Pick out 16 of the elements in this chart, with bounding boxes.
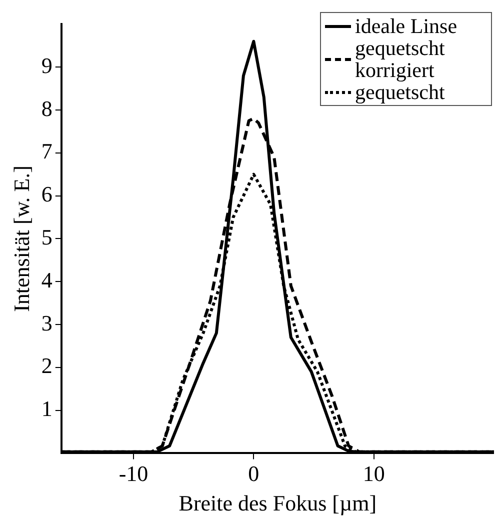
x-tick-label: 10 xyxy=(362,461,385,486)
y-axis-title: Intensität [w. E.] xyxy=(8,165,34,312)
y-tick-label: 2 xyxy=(41,353,52,378)
y-tick-label: 5 xyxy=(41,224,52,250)
x-tick-label: -10 xyxy=(118,461,148,486)
y-tick-label: 1 xyxy=(41,396,52,422)
y-tick-label: 7 xyxy=(41,138,52,164)
legend-label: ideale Linse xyxy=(355,14,458,38)
y-tick-label: 9 xyxy=(41,52,52,78)
y-tick-label: 8 xyxy=(41,96,52,121)
y-tick-label: 4 xyxy=(41,267,52,292)
x-tick-label: 0 xyxy=(248,461,260,486)
y-tick-label: 3 xyxy=(41,310,52,336)
y-tick-label: 6 xyxy=(41,182,52,207)
x-axis-title: Breite des Fokus [µm] xyxy=(178,490,377,516)
legend-label: gequetscht xyxy=(355,80,446,104)
